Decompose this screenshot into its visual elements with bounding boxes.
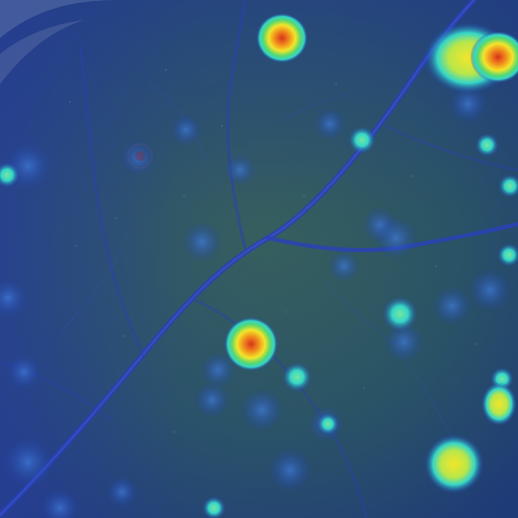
faint-spot [40, 488, 80, 518]
faint-spot [200, 352, 236, 388]
faint-spot [328, 250, 360, 282]
faint-spot [6, 354, 42, 390]
faint-spot [468, 268, 512, 312]
upper-right-vein [384, 125, 518, 171]
faint-spot [374, 216, 418, 260]
faint-spot [194, 382, 230, 418]
faint-spot [384, 322, 424, 362]
gloss-highlight [0, 0, 118, 38]
lower-lateral-vein [193, 298, 368, 518]
warm-spot [481, 382, 517, 426]
faint-spot [314, 108, 346, 140]
main-vein [0, 0, 477, 518]
gloss-highlight-2 [0, 20, 84, 84]
left-lateral-vein [78, 44, 145, 357]
cool-spot [348, 126, 376, 154]
faint-spot [432, 286, 472, 326]
warm-spot [424, 434, 484, 494]
faint-spot [0, 278, 28, 318]
faint-spot [170, 114, 202, 146]
hot-spot [470, 31, 518, 83]
faint-spot [268, 448, 312, 492]
faint-spot [240, 388, 284, 432]
faint-spot [224, 154, 256, 186]
hot-spot [224, 317, 278, 371]
cool-spot [317, 413, 339, 435]
upper-lateral-vein [226, 0, 247, 250]
hot-heat-spots [224, 13, 518, 371]
leaf-lesion-mark [135, 151, 145, 161]
faint-spot [106, 476, 138, 508]
faint-spot [182, 222, 222, 262]
minor-vein [61, 247, 123, 331]
cool-spot [498, 174, 518, 198]
minor-vein [279, 93, 349, 123]
faint-heat-spots [0, 84, 512, 518]
cool-heat-spots [0, 126, 518, 518]
cool-spot [0, 162, 20, 188]
cool-spot [475, 133, 499, 157]
hot-spot [256, 13, 308, 63]
faint-spot [448, 84, 488, 124]
leaf-lesion-ring [127, 143, 153, 169]
cool-spot [382, 296, 418, 332]
cool-spot [202, 496, 226, 518]
main-vein-highlight [0, 0, 476, 517]
leaf-texture [68, 68, 478, 434]
cool-spot [497, 243, 518, 267]
faint-spot [2, 436, 54, 488]
cool-spot [282, 362, 312, 392]
